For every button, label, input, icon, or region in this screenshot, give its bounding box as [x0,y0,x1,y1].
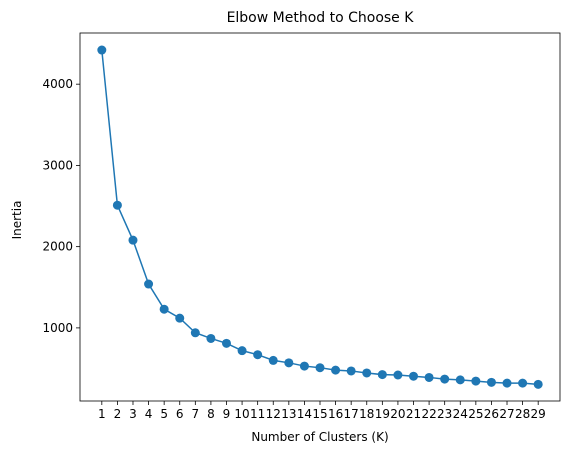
x-tick-label: 3 [129,407,137,421]
data-point [284,358,294,368]
data-point [533,379,543,389]
data-point [190,328,200,338]
x-tick-label: 18 [359,407,374,421]
x-tick-label: 29 [531,407,546,421]
x-tick-label: 6 [176,407,184,421]
x-tick-label: 12 [266,407,281,421]
x-tick-label: 10 [234,407,249,421]
x-tick-label: 4 [145,407,153,421]
data-point [159,304,169,314]
x-tick-label: 28 [515,407,530,421]
x-tick-label: 27 [499,407,514,421]
data-point [128,235,138,245]
x-tick-label: 15 [312,407,327,421]
data-point [486,377,496,387]
x-axis-ticks: 1 2 3 4 5 6 7 8 9 10 11 12 13 14 15 16 17 18 19 20 21 22 23 24 2… [98,401,546,421]
x-tick-label: 8 [207,407,215,421]
x-tick-label: 25 [468,407,483,421]
x-tick-label: 21 [406,407,421,421]
x-tick-label: 2 [114,407,122,421]
y-tick-label: 4000 [42,77,73,91]
data-point [331,365,341,375]
data-point [346,366,356,376]
x-tick-label: 22 [421,407,436,421]
data-point [502,378,512,388]
data-point [268,355,278,365]
x-tick-label: 7 [192,407,200,421]
data-point [409,371,419,381]
series-line [101,49,539,386]
data-point [471,376,481,386]
data-point [237,346,247,356]
x-tick-label: 9 [223,407,231,421]
x-tick-label: 14 [297,407,312,421]
x-tick-label: 19 [375,407,390,421]
data-point [253,350,263,360]
data-point [393,370,403,380]
series-layer [97,45,543,389]
data-point [455,375,465,385]
x-tick-label: 17 [344,407,359,421]
x-tick-label: 11 [250,407,265,421]
data-point [424,372,434,382]
x-tick-label: 20 [390,407,405,421]
data-point [175,313,185,323]
data-point [221,338,231,348]
data-point [144,279,154,289]
y-tick-label: 2000 [42,240,73,254]
data-point [518,378,528,388]
x-tick-label: 26 [484,407,499,421]
y-tick-label: 1000 [42,321,73,335]
x-tick-label: 1 [98,407,106,421]
plot-frame [79,32,561,402]
x-tick-label: 5 [160,407,168,421]
data-point [299,361,309,371]
y-tick-label: 3000 [42,158,73,172]
x-tick-label: 24 [453,407,468,421]
data-point [112,200,122,210]
x-tick-label: 13 [281,407,296,421]
y-axis-ticks: 1000 2000 3000 4000 [42,77,80,335]
data-point [377,370,387,380]
y-axis-label: Inertia [10,201,24,240]
x-tick-label: 23 [437,407,452,421]
chart-title: Elbow Method to Choose K [227,10,415,26]
x-tick-label: 16 [328,407,343,421]
data-point [97,45,107,55]
data-point [362,368,372,378]
data-point [440,374,450,384]
x-axis-label: Number of Clusters (K) [251,430,388,444]
data-point [315,363,325,373]
data-point [206,333,216,343]
